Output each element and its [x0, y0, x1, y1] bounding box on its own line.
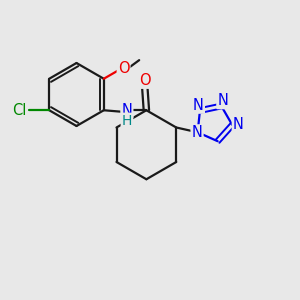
Text: Cl: Cl: [12, 103, 26, 118]
Text: N: N: [193, 98, 204, 113]
Text: N: N: [192, 125, 203, 140]
Text: O: O: [139, 73, 151, 88]
Text: N: N: [218, 93, 228, 108]
Text: N: N: [233, 117, 244, 132]
Text: H: H: [122, 114, 132, 128]
Text: O: O: [118, 61, 129, 76]
Text: N: N: [122, 103, 132, 118]
